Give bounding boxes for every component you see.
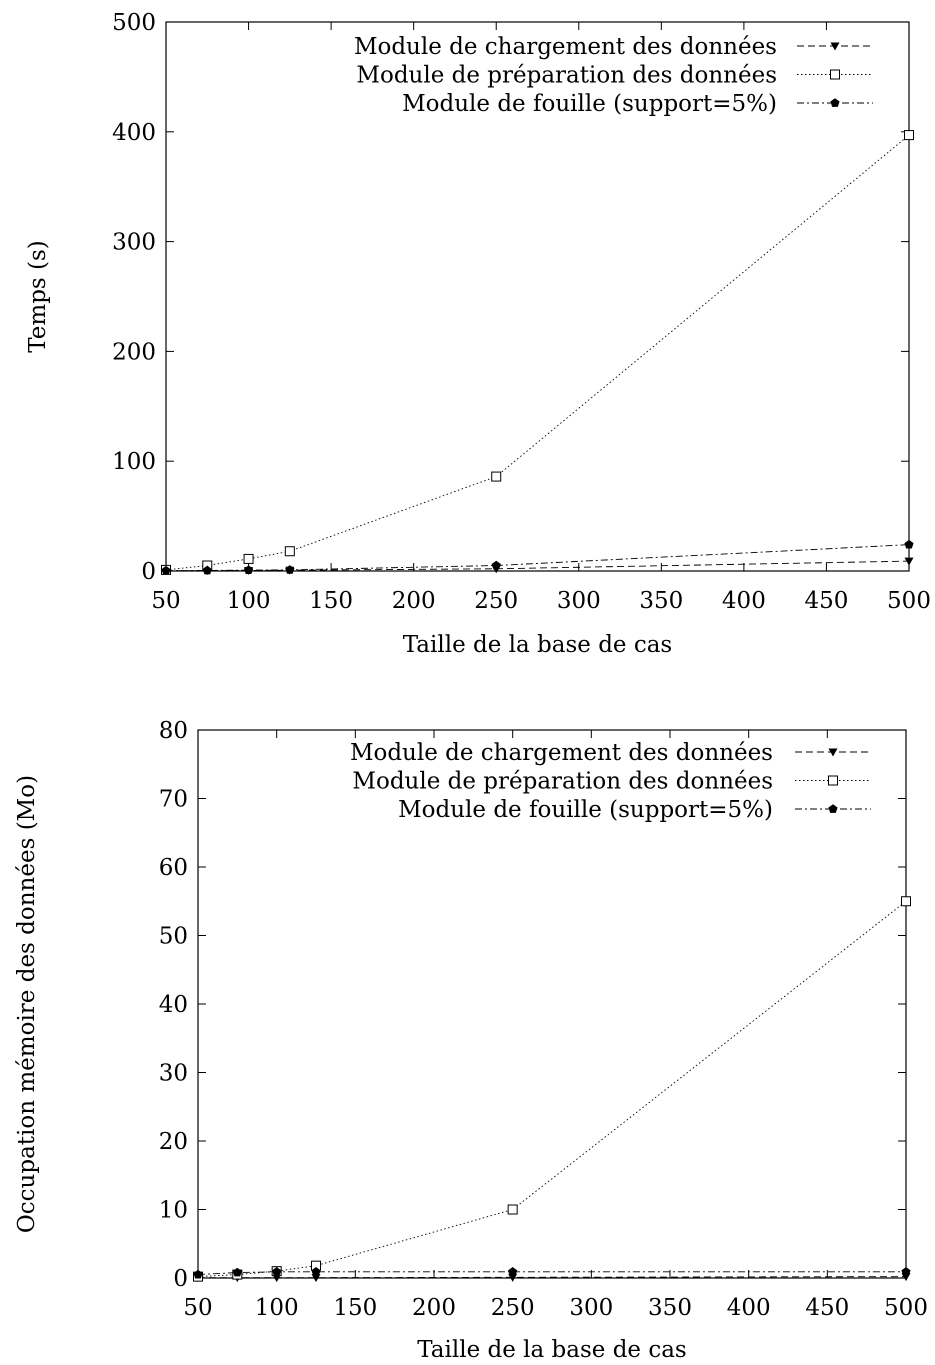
data-point [232, 1267, 242, 1277]
data-point [284, 546, 295, 557]
legend: Module de chargement des données Module d… [354, 34, 873, 117]
x-tick-label: 100 [255, 1295, 299, 1321]
series-2 [193, 896, 911, 1282]
legend-label: Module de préparation des données [352, 769, 773, 795]
x-tick-label: 150 [309, 588, 353, 614]
x-tick-label: 450 [804, 588, 848, 614]
legend-label: Module de chargement des données [350, 740, 773, 766]
legend-marker [828, 748, 838, 757]
series-2 [161, 130, 914, 575]
data-point [508, 1267, 518, 1276]
x-tick-label: 350 [639, 588, 683, 614]
x-tick-label: 50 [151, 588, 180, 614]
y-tick-label: 20 [159, 1129, 188, 1155]
series-1 [161, 557, 914, 576]
data-point [508, 1273, 518, 1282]
data-point [243, 565, 254, 574]
data-point [161, 565, 171, 575]
chart-1: 0 100 200 300 400 500 50 100 150 200 250 300 350 400 4… [25, 10, 931, 658]
series-line [165, 560, 910, 572]
y-tick-label: 500 [112, 10, 156, 36]
data-point [507, 1204, 518, 1215]
series-3 [161, 539, 914, 575]
data-point [272, 1274, 282, 1283]
y-tick-label: 70 [159, 787, 188, 813]
series-line [197, 900, 907, 1278]
data-point [311, 1267, 321, 1276]
x-tick-label: 250 [491, 1295, 535, 1321]
data-point [311, 1274, 321, 1283]
x-tick-label: 400 [727, 1295, 771, 1321]
series-line [197, 1271, 906, 1276]
data-point [901, 1267, 911, 1276]
y-tick-label: 300 [112, 230, 156, 256]
x-tick-label: 500 [887, 588, 931, 614]
data-point [193, 1269, 203, 1279]
y-tick-label: 40 [159, 992, 188, 1018]
x-axis-label: Taille de la base de cas [403, 632, 673, 658]
y-tick-label: 0 [141, 559, 156, 585]
plot-frame [165, 21, 910, 572]
x-tick-label: 350 [648, 1295, 692, 1321]
x-tick-label: 100 [227, 588, 271, 614]
legend-marker [828, 775, 838, 786]
legend-marker [830, 42, 840, 51]
data-point [904, 539, 914, 549]
legend-marker [830, 69, 840, 80]
y-tick-label: 60 [159, 855, 188, 881]
legend: Module de chargement des données Module d… [350, 740, 871, 823]
x-tick-label: 150 [333, 1295, 377, 1321]
x-tick-label: 250 [474, 588, 518, 614]
data-point [491, 560, 501, 570]
series-line [165, 134, 910, 571]
y-tick-label: 0 [173, 1266, 188, 1292]
x-tick-label: 500 [884, 1295, 928, 1321]
x-tick-label: 200 [412, 1295, 456, 1321]
data-point [243, 553, 254, 564]
legend-marker [828, 804, 838, 813]
x-axis-label: Taille de la base de cas [417, 1337, 687, 1363]
series-line [165, 544, 910, 572]
y-axis-label: Temps (s) [25, 240, 51, 353]
y-tick-label: 30 [159, 1061, 188, 1087]
x-tick-label: 200 [392, 588, 436, 614]
y-axis-label: Occupation mémoire des données (Mo) [14, 775, 40, 1233]
chart-2: 0 10 20 30 40 50 60 70 80 50 100 150 200 250 300 350 400… [14, 718, 928, 1363]
legend-label: Module de chargement des données [354, 34, 777, 60]
y-tick-label: 50 [159, 924, 188, 950]
x-tick-label: 300 [557, 588, 601, 614]
series-3 [193, 1267, 911, 1279]
data-point [904, 130, 914, 141]
data-point [491, 471, 502, 482]
legend-label: Module de fouille (support=5%) [398, 797, 773, 823]
y-tick-label: 100 [112, 449, 156, 475]
data-point [901, 896, 911, 907]
data-point [202, 565, 212, 575]
x-tick-label: 50 [183, 1295, 212, 1321]
x-tick-label: 450 [805, 1295, 849, 1321]
x-tick-label: 300 [569, 1295, 613, 1321]
y-tick-label: 400 [112, 120, 156, 146]
data-point [904, 557, 914, 566]
legend-marker [830, 98, 840, 107]
data-point [272, 1267, 282, 1276]
legend-label: Module de préparation des données [356, 63, 777, 89]
y-tick-label: 200 [112, 339, 156, 365]
x-tick-label: 400 [722, 588, 766, 614]
data-point [285, 565, 295, 574]
y-tick-label: 80 [159, 718, 188, 744]
series-line [198, 1276, 907, 1279]
y-tick-label: 10 [159, 1198, 188, 1224]
legend-label: Module de fouille (support=5%) [402, 91, 777, 117]
